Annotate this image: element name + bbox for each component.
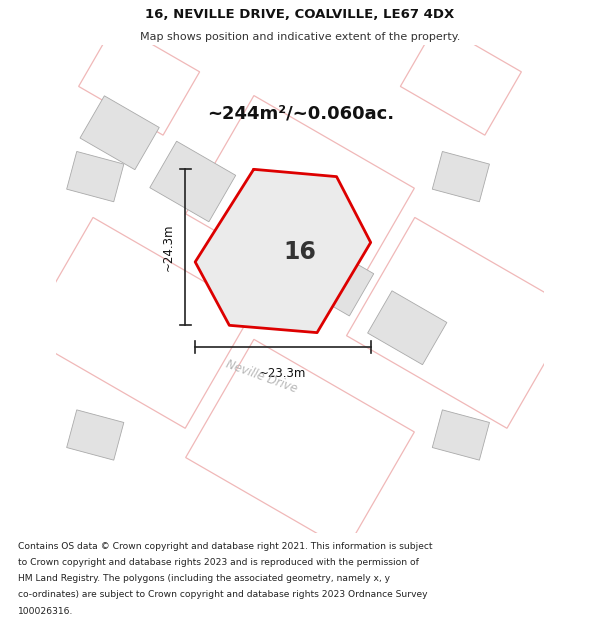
Text: HM Land Registry. The polygons (including the associated geometry, namely x, y: HM Land Registry. The polygons (includin… <box>18 574 390 583</box>
Polygon shape <box>226 193 305 268</box>
Text: 16: 16 <box>284 240 316 264</box>
Polygon shape <box>295 242 374 316</box>
Text: 100026316.: 100026316. <box>18 606 73 616</box>
Text: ~24.3m: ~24.3m <box>162 224 175 271</box>
Polygon shape <box>67 410 124 460</box>
Text: ~244m²/~0.060ac.: ~244m²/~0.060ac. <box>208 104 395 122</box>
Polygon shape <box>195 169 371 332</box>
Text: to Crown copyright and database rights 2023 and is reproduced with the permissio: to Crown copyright and database rights 2… <box>18 558 419 567</box>
Polygon shape <box>67 151 124 202</box>
Polygon shape <box>150 141 236 222</box>
Text: 16, NEVILLE DRIVE, COALVILLE, LE67 4DX: 16, NEVILLE DRIVE, COALVILLE, LE67 4DX <box>145 8 455 21</box>
Polygon shape <box>368 291 447 365</box>
Text: Map shows position and indicative extent of the property.: Map shows position and indicative extent… <box>140 31 460 41</box>
Polygon shape <box>80 96 159 170</box>
Text: co-ordinates) are subject to Crown copyright and database rights 2023 Ordnance S: co-ordinates) are subject to Crown copyr… <box>18 590 427 599</box>
Polygon shape <box>432 410 490 460</box>
Text: Neville Drive: Neville Drive <box>223 357 299 396</box>
Text: ~23.3m: ~23.3m <box>259 367 307 380</box>
Text: Contains OS data © Crown copyright and database right 2021. This information is : Contains OS data © Crown copyright and d… <box>18 542 433 551</box>
Polygon shape <box>432 151 490 202</box>
